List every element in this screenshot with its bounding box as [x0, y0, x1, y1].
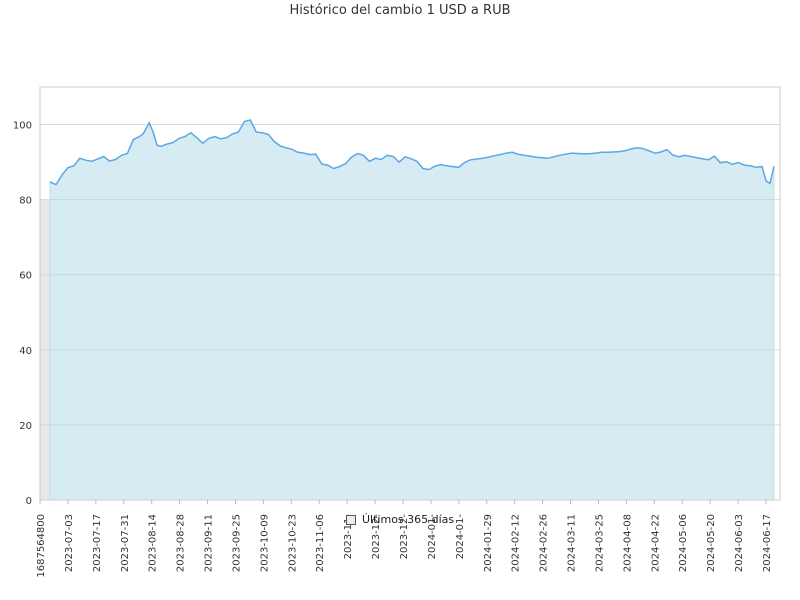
x-tick-label: 2023-11-06 — [315, 514, 326, 572]
y-axis-ticks: 0 20 40 60 80 100 — [13, 121, 32, 507]
x-tick-label: 2023-09-25 — [231, 514, 242, 572]
x-axis-ticks: 1687564800 2023-07-03 2023-07-17 2023-07-31… — [36, 500, 773, 578]
x-tick-label: 2024-05-20 — [706, 514, 717, 572]
x-tick-label: 2023-07-03 — [64, 514, 75, 572]
y-tick-label: 40 — [19, 346, 32, 357]
x-tick-label: 2024-03-11 — [567, 514, 578, 572]
legend-label: Últimos 365 días — [362, 513, 455, 526]
y-tick-label: 80 — [19, 196, 32, 207]
x-tick-label: 2023-12- — [399, 514, 410, 560]
x-tick-label: 2024-02-26 — [539, 514, 550, 572]
legend[interactable]: Últimos 365 días — [346, 513, 454, 526]
x-tick-label: 2024-05-06 — [678, 514, 689, 572]
x-tick-label: 2024-04-22 — [650, 514, 661, 572]
x-tick-label: 2024-04-08 — [622, 514, 633, 572]
chart-title: Histórico del cambio 1 USD a RUB — [289, 3, 511, 18]
x-tick-label: 2023-10-09 — [259, 514, 270, 572]
x-tick-label: 2024-02-12 — [511, 514, 522, 572]
series-line — [49, 119, 775, 186]
x-tick-label: 2023-08-14 — [148, 514, 159, 572]
x-tick-label: 2024-01- — [455, 514, 466, 560]
y-tick-label: 100 — [13, 121, 32, 132]
y-tick-label: 0 — [26, 496, 32, 507]
x-tick-label: 2023-07-17 — [92, 514, 103, 572]
x-tick-label: 2023-07-31 — [120, 514, 131, 572]
series-area — [49, 119, 775, 501]
legend-swatch — [346, 514, 356, 525]
x-tick-label: 2023-10-23 — [287, 514, 298, 572]
x-tick-label: 2023-08-28 — [176, 514, 187, 572]
x-tick-label: 2023-12- — [371, 514, 382, 560]
x-tick-label: 2023-11- — [343, 514, 354, 560]
x-tick-label: 1687564800 — [36, 514, 47, 578]
x-tick-label: 2024-06-17 — [762, 514, 773, 572]
y-tick-label: 60 — [19, 271, 32, 282]
x-tick-label: 2024-06-03 — [734, 514, 745, 572]
x-tick-label: 2023-09-11 — [204, 514, 215, 572]
x-tick-label: 2024-01- — [427, 514, 438, 560]
x-tick-label: 2024-01-29 — [483, 514, 494, 572]
plot-frame — [39, 86, 781, 501]
y-tick-label: 20 — [19, 421, 32, 432]
x-tick-label: 2024-03-25 — [594, 514, 605, 572]
